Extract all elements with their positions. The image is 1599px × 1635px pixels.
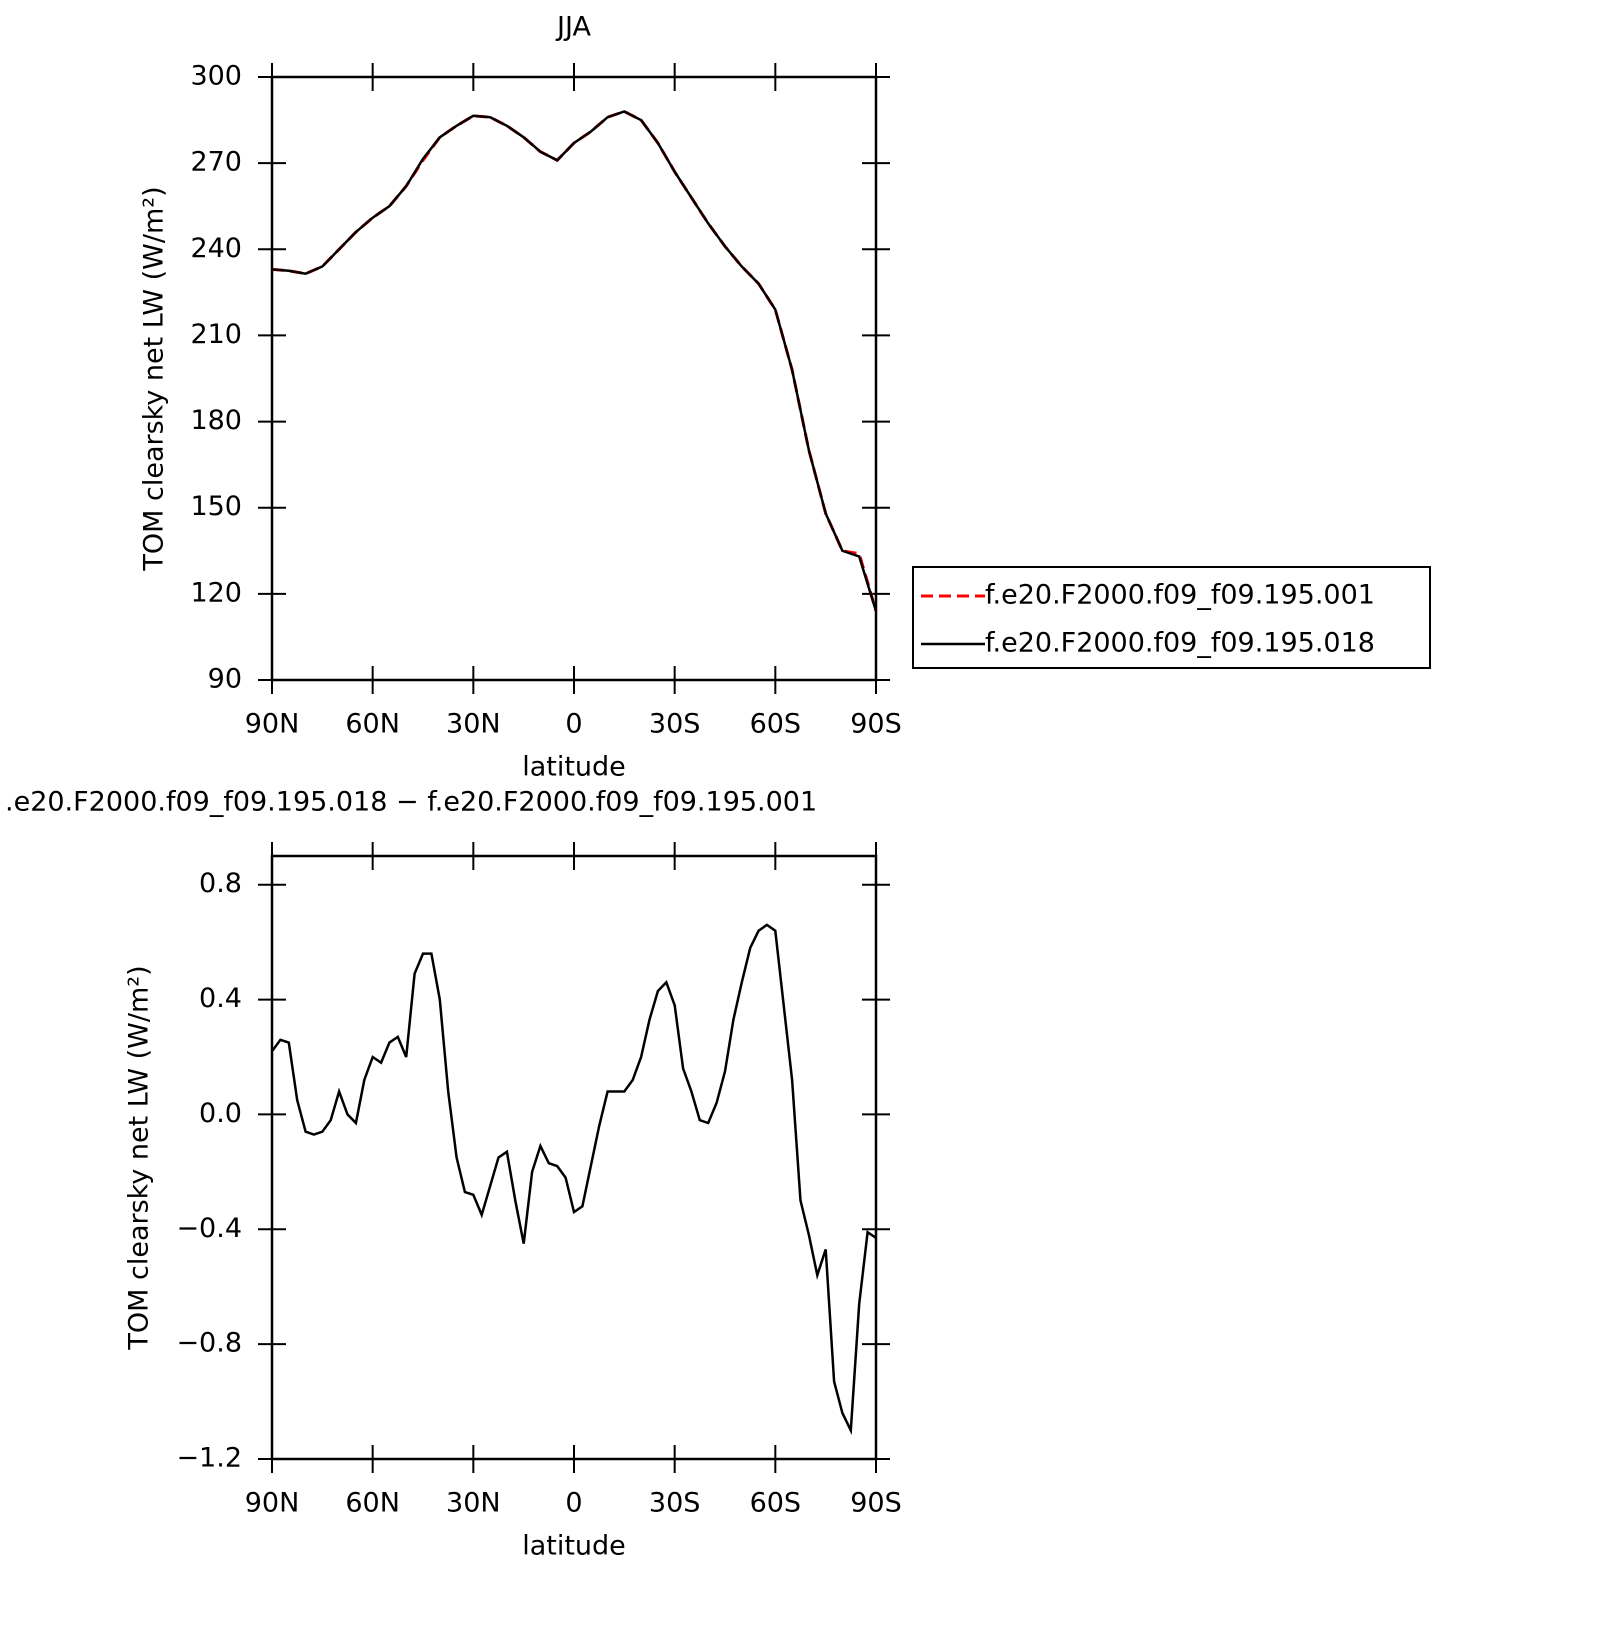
plot-frame — [270, 854, 878, 1461]
y-axis-label: TOM clearsky net LW (W/m²) — [139, 186, 170, 571]
y-tick-label: 0.4 — [199, 983, 242, 1014]
y-tick-label: 300 — [190, 61, 242, 92]
x-tick-label: 60N — [345, 1488, 400, 1519]
y-tick-label: 240 — [190, 233, 242, 264]
y-tick-label: 210 — [190, 319, 242, 350]
x-tick-label: 60N — [345, 709, 400, 740]
y-axis-label: TOM clearsky net LW (W/m²) — [124, 965, 155, 1350]
x-tick-label: 90S — [850, 1488, 902, 1519]
data-line — [271, 109, 878, 612]
y-tick-label: 120 — [190, 577, 242, 608]
y-tick-label: 90 — [208, 664, 242, 695]
x-tick-label: 30S — [649, 709, 701, 740]
x-axis-label: latitude — [522, 1531, 626, 1562]
data-line — [271, 110, 878, 612]
x-tick-label: 30S — [649, 1488, 701, 1519]
x-tick-label: 60S — [750, 709, 802, 740]
y-tick-label: −0.4 — [176, 1213, 242, 1244]
plot-frame — [270, 75, 878, 682]
legend-label: f.e20.F2000.f09_f09.195.001 — [985, 580, 1375, 611]
y-tick-label: −1.2 — [176, 1443, 242, 1474]
legend-box — [912, 566, 1431, 669]
x-axis-label: latitude — [522, 752, 626, 783]
x-tick-label: 0 — [565, 1488, 582, 1519]
chart-title: .e20.F2000.f09_f09.195.018 − f.e20.F2000… — [5, 787, 817, 818]
y-tick-label: −0.8 — [176, 1328, 242, 1359]
y-tick-label: 270 — [190, 147, 242, 178]
x-tick-label: 60S — [750, 1488, 802, 1519]
x-tick-label: 90S — [850, 709, 902, 740]
x-tick-label: 30N — [446, 709, 501, 740]
x-tick-label: 30N — [446, 1488, 501, 1519]
y-tick-label: 180 — [190, 405, 242, 436]
x-tick-label: 90N — [245, 709, 300, 740]
legend-label: f.e20.F2000.f09_f09.195.018 — [985, 628, 1375, 659]
chart-title: JJA — [555, 12, 591, 43]
x-tick-label: 90N — [245, 1488, 300, 1519]
data-line — [270, 923, 877, 1436]
y-tick-label: 0.8 — [199, 868, 242, 899]
y-tick-label: 150 — [190, 491, 242, 522]
x-tick-label: 0 — [565, 709, 582, 740]
y-tick-label: 0.0 — [199, 1098, 242, 1129]
